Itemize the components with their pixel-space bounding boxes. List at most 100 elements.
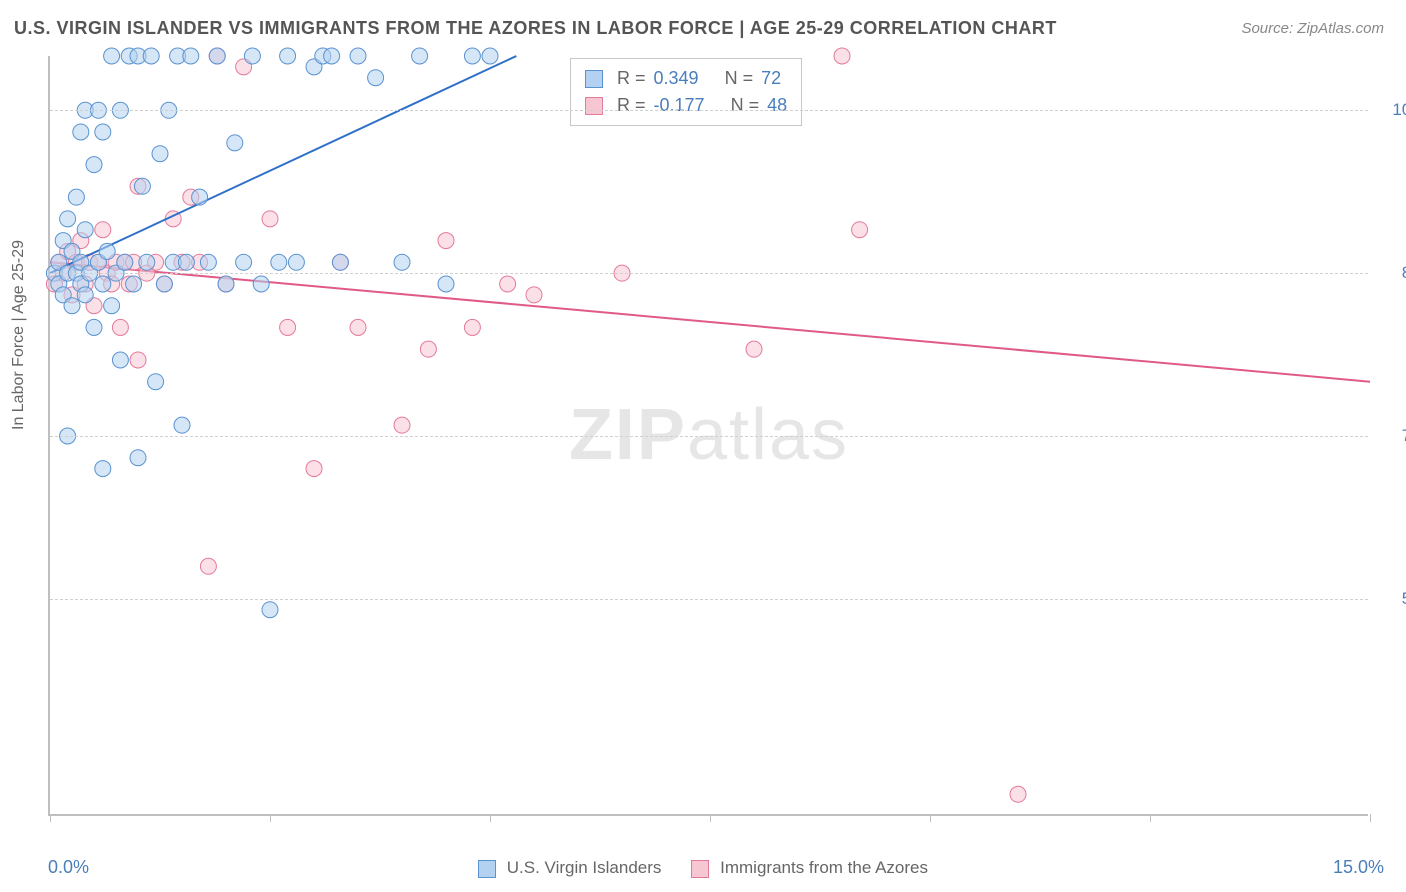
data-point: [77, 222, 93, 238]
data-point: [526, 287, 542, 303]
x-tick: [930, 814, 931, 822]
plot-svg: [50, 56, 1368, 814]
x-tick: [1370, 814, 1371, 822]
data-point: [420, 341, 436, 357]
legend-item-1: U.S. Virgin Islanders: [478, 858, 661, 878]
data-point: [852, 222, 868, 238]
data-point: [99, 243, 115, 259]
data-point: [148, 374, 164, 390]
x-tick: [50, 814, 51, 822]
data-point: [86, 319, 102, 335]
r-label: R =: [617, 92, 646, 119]
x-max-label: 15.0%: [1333, 857, 1384, 878]
data-point: [112, 319, 128, 335]
data-point: [152, 146, 168, 162]
data-point: [350, 48, 366, 64]
data-point: [368, 70, 384, 86]
legend-label-2: Immigrants from the Azores: [720, 858, 928, 877]
data-point: [156, 276, 172, 292]
data-point: [1010, 786, 1026, 802]
data-point: [306, 461, 322, 477]
data-point: [73, 124, 89, 140]
data-point: [209, 48, 225, 64]
y-axis-label: In Labor Force | Age 25-29: [10, 240, 28, 430]
chart-title: U.S. VIRGIN ISLANDER VS IMMIGRANTS FROM …: [14, 18, 1057, 39]
gridline: [50, 436, 1368, 437]
data-point: [464, 48, 480, 64]
data-point: [143, 48, 159, 64]
stats-row-1: R = 0.349 N = 72: [585, 65, 787, 92]
data-point: [262, 211, 278, 227]
n-value-1: 72: [761, 65, 781, 92]
data-point: [412, 48, 428, 64]
data-point: [394, 417, 410, 433]
data-point: [280, 48, 296, 64]
gridline: [50, 599, 1368, 600]
data-point: [350, 319, 366, 335]
data-point: [746, 341, 762, 357]
data-point: [104, 48, 120, 64]
r-value-1: 0.349: [654, 65, 699, 92]
data-point: [464, 319, 480, 335]
data-point: [332, 254, 348, 270]
data-point: [834, 48, 850, 64]
data-point: [139, 254, 155, 270]
x-tick: [270, 814, 271, 822]
data-point: [95, 461, 111, 477]
data-point: [95, 222, 111, 238]
data-point: [130, 450, 146, 466]
plot-area: ZIPatlas R = 0.349 N = 72 R = -0.177 N =…: [48, 56, 1368, 816]
data-point: [271, 254, 287, 270]
data-point: [130, 352, 146, 368]
gridline: [50, 273, 1368, 274]
x-tick: [490, 814, 491, 822]
data-point: [95, 276, 111, 292]
r-label: R =: [617, 65, 646, 92]
y-tick-label: 85.0%: [1378, 263, 1406, 283]
data-point: [104, 298, 120, 314]
data-point: [95, 124, 111, 140]
data-point: [227, 135, 243, 151]
data-point: [178, 254, 194, 270]
data-point: [86, 157, 102, 173]
x-tick: [710, 814, 711, 822]
data-point: [253, 276, 269, 292]
data-point: [482, 48, 498, 64]
data-point: [280, 319, 296, 335]
data-point: [394, 254, 410, 270]
data-point: [77, 287, 93, 303]
data-point: [126, 276, 142, 292]
legend-item-2: Immigrants from the Azores: [691, 858, 928, 878]
n-label: N =: [731, 92, 760, 119]
data-point: [218, 276, 234, 292]
data-point: [183, 48, 199, 64]
stats-swatch-2: [585, 97, 603, 115]
data-point: [262, 602, 278, 618]
data-point: [64, 298, 80, 314]
data-point: [60, 211, 76, 227]
data-point: [288, 254, 304, 270]
legend-swatch-1: [478, 860, 496, 878]
y-tick-label: 55.0%: [1378, 589, 1406, 609]
stats-row-2: R = -0.177 N = 48: [585, 92, 787, 119]
data-point: [112, 352, 128, 368]
data-point: [500, 276, 516, 292]
stats-box: R = 0.349 N = 72 R = -0.177 N = 48: [570, 58, 802, 126]
data-point: [244, 48, 260, 64]
gridline: [50, 110, 1368, 111]
data-point: [200, 254, 216, 270]
n-label: N =: [725, 65, 754, 92]
data-point: [200, 558, 216, 574]
data-point: [324, 48, 340, 64]
r-value-2: -0.177: [654, 92, 705, 119]
data-point: [117, 254, 133, 270]
y-tick-label: 100.0%: [1378, 100, 1406, 120]
data-point: [174, 417, 190, 433]
y-tick-label: 70.0%: [1378, 426, 1406, 446]
x-min-label: 0.0%: [48, 857, 89, 878]
legend-label-1: U.S. Virgin Islanders: [507, 858, 662, 877]
stats-swatch-1: [585, 70, 603, 88]
data-point: [236, 254, 252, 270]
data-point: [192, 189, 208, 205]
source-label: Source: ZipAtlas.com: [1241, 20, 1384, 37]
